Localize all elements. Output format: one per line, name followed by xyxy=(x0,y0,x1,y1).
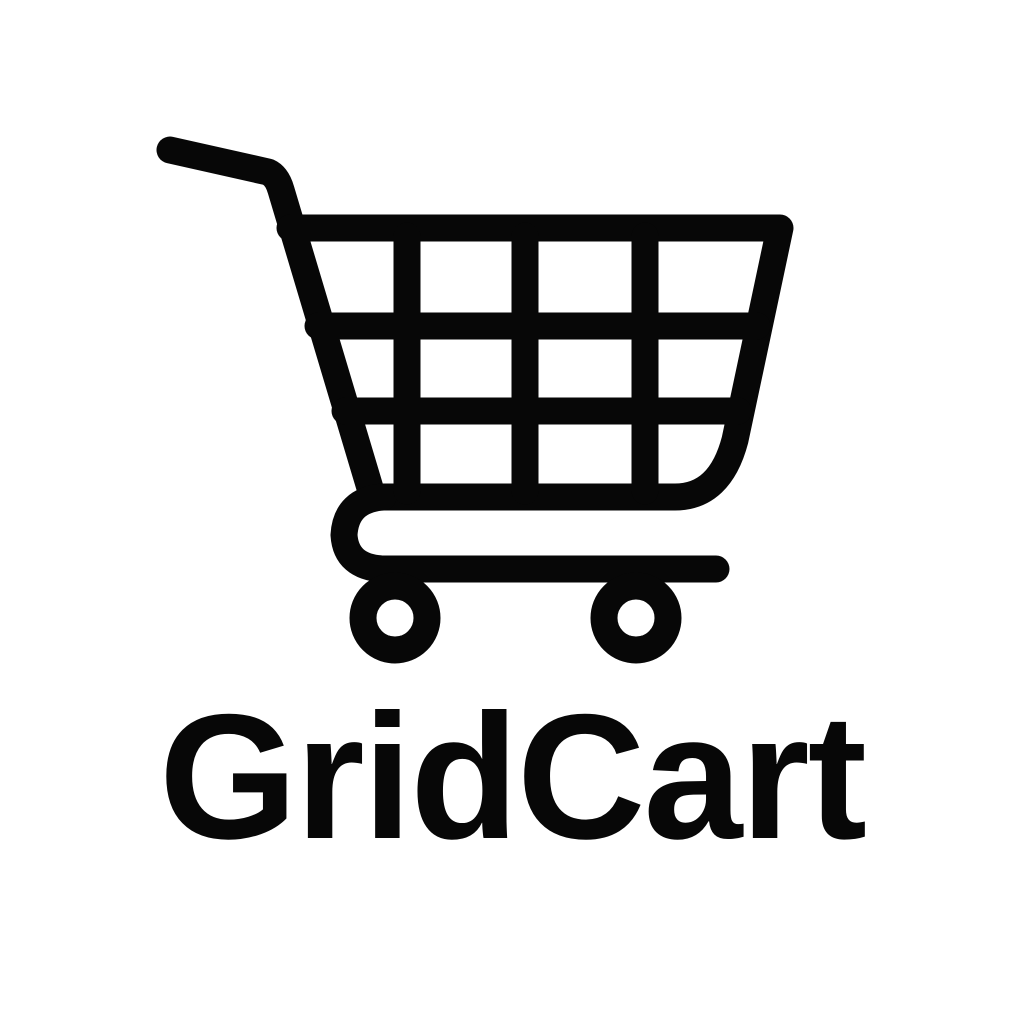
shopping-cart-icon xyxy=(156,136,794,664)
brand-wordmark: GridCart xyxy=(159,677,867,876)
